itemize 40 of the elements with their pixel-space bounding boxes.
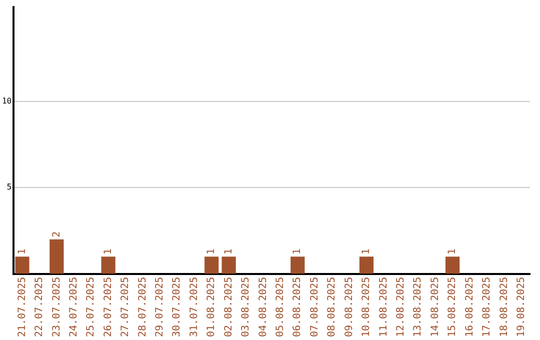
- x-tick-label: 18.08.2025: [498, 276, 510, 338]
- x-tick-label: 07.08.2025: [309, 276, 320, 338]
- x-tick-label: 17.08.2025: [482, 276, 493, 338]
- y-tick-label: 10: [2, 96, 12, 106]
- x-tick-label: 03.08.2025: [240, 276, 252, 338]
- x-tick-label: 13.08.2025: [412, 276, 424, 338]
- data-label: 1: [292, 248, 304, 255]
- data-label: 1: [16, 248, 28, 255]
- x-tick-label: 24.07.2025: [68, 276, 80, 338]
- data-label: 1: [206, 248, 218, 255]
- x-tick-label: 16.08.2025: [464, 276, 476, 338]
- data-label: 1: [447, 248, 458, 255]
- x-tick-label: 11.08.2025: [378, 276, 390, 338]
- x-tick-label: 12.08.2025: [396, 276, 406, 338]
- x-tick-label: 02.08.2025: [223, 276, 234, 338]
- data-label: 2: [51, 231, 62, 238]
- x-tick-label: 21.07.2025: [16, 276, 28, 338]
- data-label: 1: [102, 248, 114, 255]
- x-tick-label: 09.08.2025: [344, 276, 355, 338]
- x-tick-label: 08.08.2025: [326, 276, 338, 338]
- x-tick-label: 14.08.2025: [430, 276, 441, 338]
- x-tick-label: 27.07.2025: [120, 276, 132, 338]
- x-tick-label: 05.08.2025: [275, 276, 286, 338]
- x-tick-label: 25.07.2025: [86, 276, 97, 338]
- x-tick-label: 10.08.2025: [361, 276, 372, 338]
- data-label: 1: [223, 248, 234, 255]
- data-label: 1: [361, 248, 372, 255]
- x-tick-label: 23.07.2025: [51, 276, 62, 338]
- x-tick-label: 22.07.2025: [34, 276, 46, 338]
- x-tick-label: 31.07.2025: [188, 276, 200, 338]
- x-tick-label: 04.08.2025: [258, 276, 269, 338]
- x-tick-label: 30.07.2025: [172, 276, 183, 338]
- x-tick-label: 06.08.2025: [292, 276, 304, 338]
- x-tick-label: 28.07.2025: [137, 276, 148, 338]
- x-tick-label: 29.07.2025: [154, 276, 166, 338]
- y-tick-label: 5: [6, 182, 12, 192]
- x-tick-label: 01.08.2025: [206, 276, 218, 338]
- x-tick-label: 15.08.2025: [447, 276, 458, 338]
- x-tick-label: 19.08.2025: [516, 276, 527, 338]
- x-tick-label: 26.07.2025: [102, 276, 114, 338]
